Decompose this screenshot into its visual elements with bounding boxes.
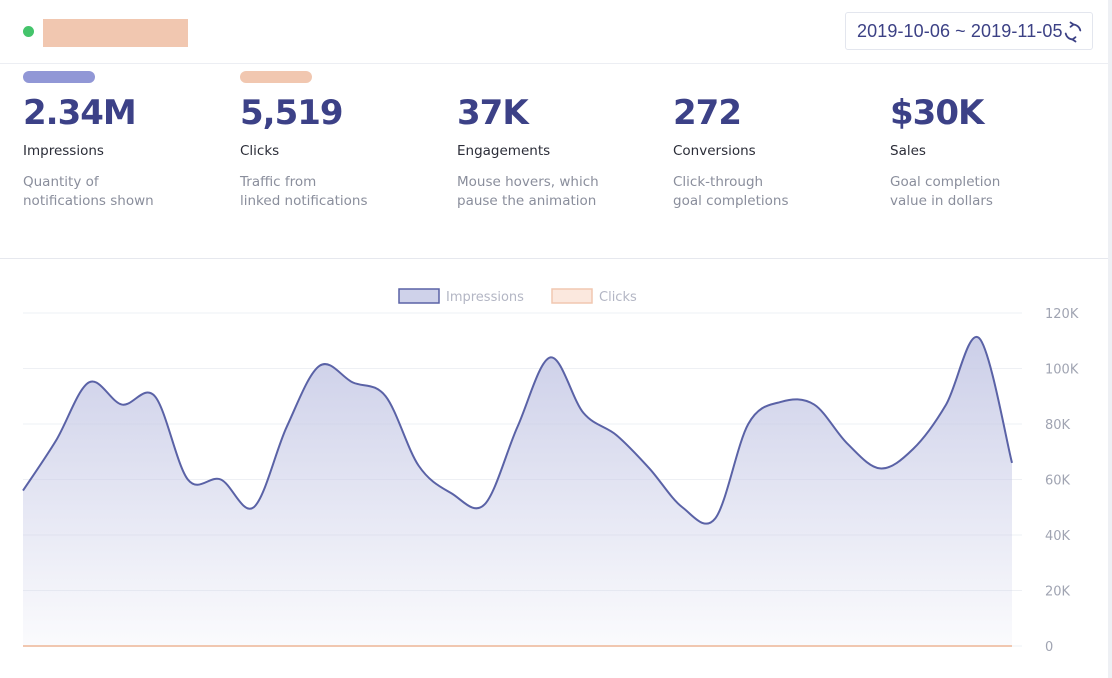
metric-description: Goal completion value in dollars — [890, 174, 1001, 209]
legend-impressions-swatch — [398, 288, 440, 304]
metric-description: Quantity of notifications shown — [23, 174, 154, 209]
metric-description: Mouse hovers, which pause the animation — [457, 174, 599, 209]
impressions-area — [23, 336, 1012, 646]
chart-area: 0 20K 40K 60K 80K 100K 120K Impressions Clicks — [0, 259, 1108, 678]
refresh-icon[interactable] — [1062, 21, 1084, 43]
impressions-chart[interactable]: 0 20K 40K 60K 80K 100K 120K Impressions Clicks — [0, 259, 1108, 678]
right-scroll-edge — [1108, 0, 1112, 678]
legend-clicks-label: Clicks — [599, 290, 637, 305]
date-range-text: 2019-10-06 ~ 2019-11-05 — [857, 20, 1063, 41]
metric-value: 5,519 — [240, 93, 344, 133]
y-tick-label: 0 — [1045, 640, 1053, 655]
legend-clicks-swatch — [551, 288, 593, 304]
date-range-picker[interactable]: 2019-10-06 ~ 2019-11-05 — [845, 12, 1093, 50]
metric-description: Traffic from linked notifications — [240, 174, 368, 209]
metric-label: Sales — [890, 143, 926, 159]
metric-value: 2.34M — [23, 93, 137, 133]
y-tick-label: 20K — [1045, 585, 1071, 600]
legend-impressions-label: Impressions — [446, 290, 524, 305]
title-placeholder — [43, 19, 188, 47]
metric-label: Impressions — [23, 143, 104, 159]
metric-color-bar — [23, 71, 95, 83]
metric-value: 272 — [673, 93, 742, 133]
metric-label: Engagements — [457, 143, 551, 159]
metric-description: Click-through goal completions — [673, 174, 789, 209]
metric-label: Clicks — [240, 143, 280, 159]
metrics-panel: 2.34M Impressions Quantity of notificatio… — [0, 63, 1108, 259]
y-tick-label: 80K — [1045, 418, 1071, 433]
status-dot — [23, 26, 34, 37]
y-tick-label: 120K — [1045, 307, 1079, 322]
metric-value: 37K — [457, 93, 529, 133]
impressions-line — [22, 335, 1013, 525]
header: 2019-10-06 ~ 2019-11-05 — [0, 0, 1108, 64]
metric-color-bar — [240, 71, 312, 83]
metric-label: Conversions — [673, 143, 756, 159]
y-tick-label: 40K — [1045, 529, 1071, 544]
metric-value: $30K — [890, 93, 984, 133]
y-tick-label: 60K — [1045, 474, 1071, 489]
y-tick-label: 100K — [1045, 363, 1079, 378]
